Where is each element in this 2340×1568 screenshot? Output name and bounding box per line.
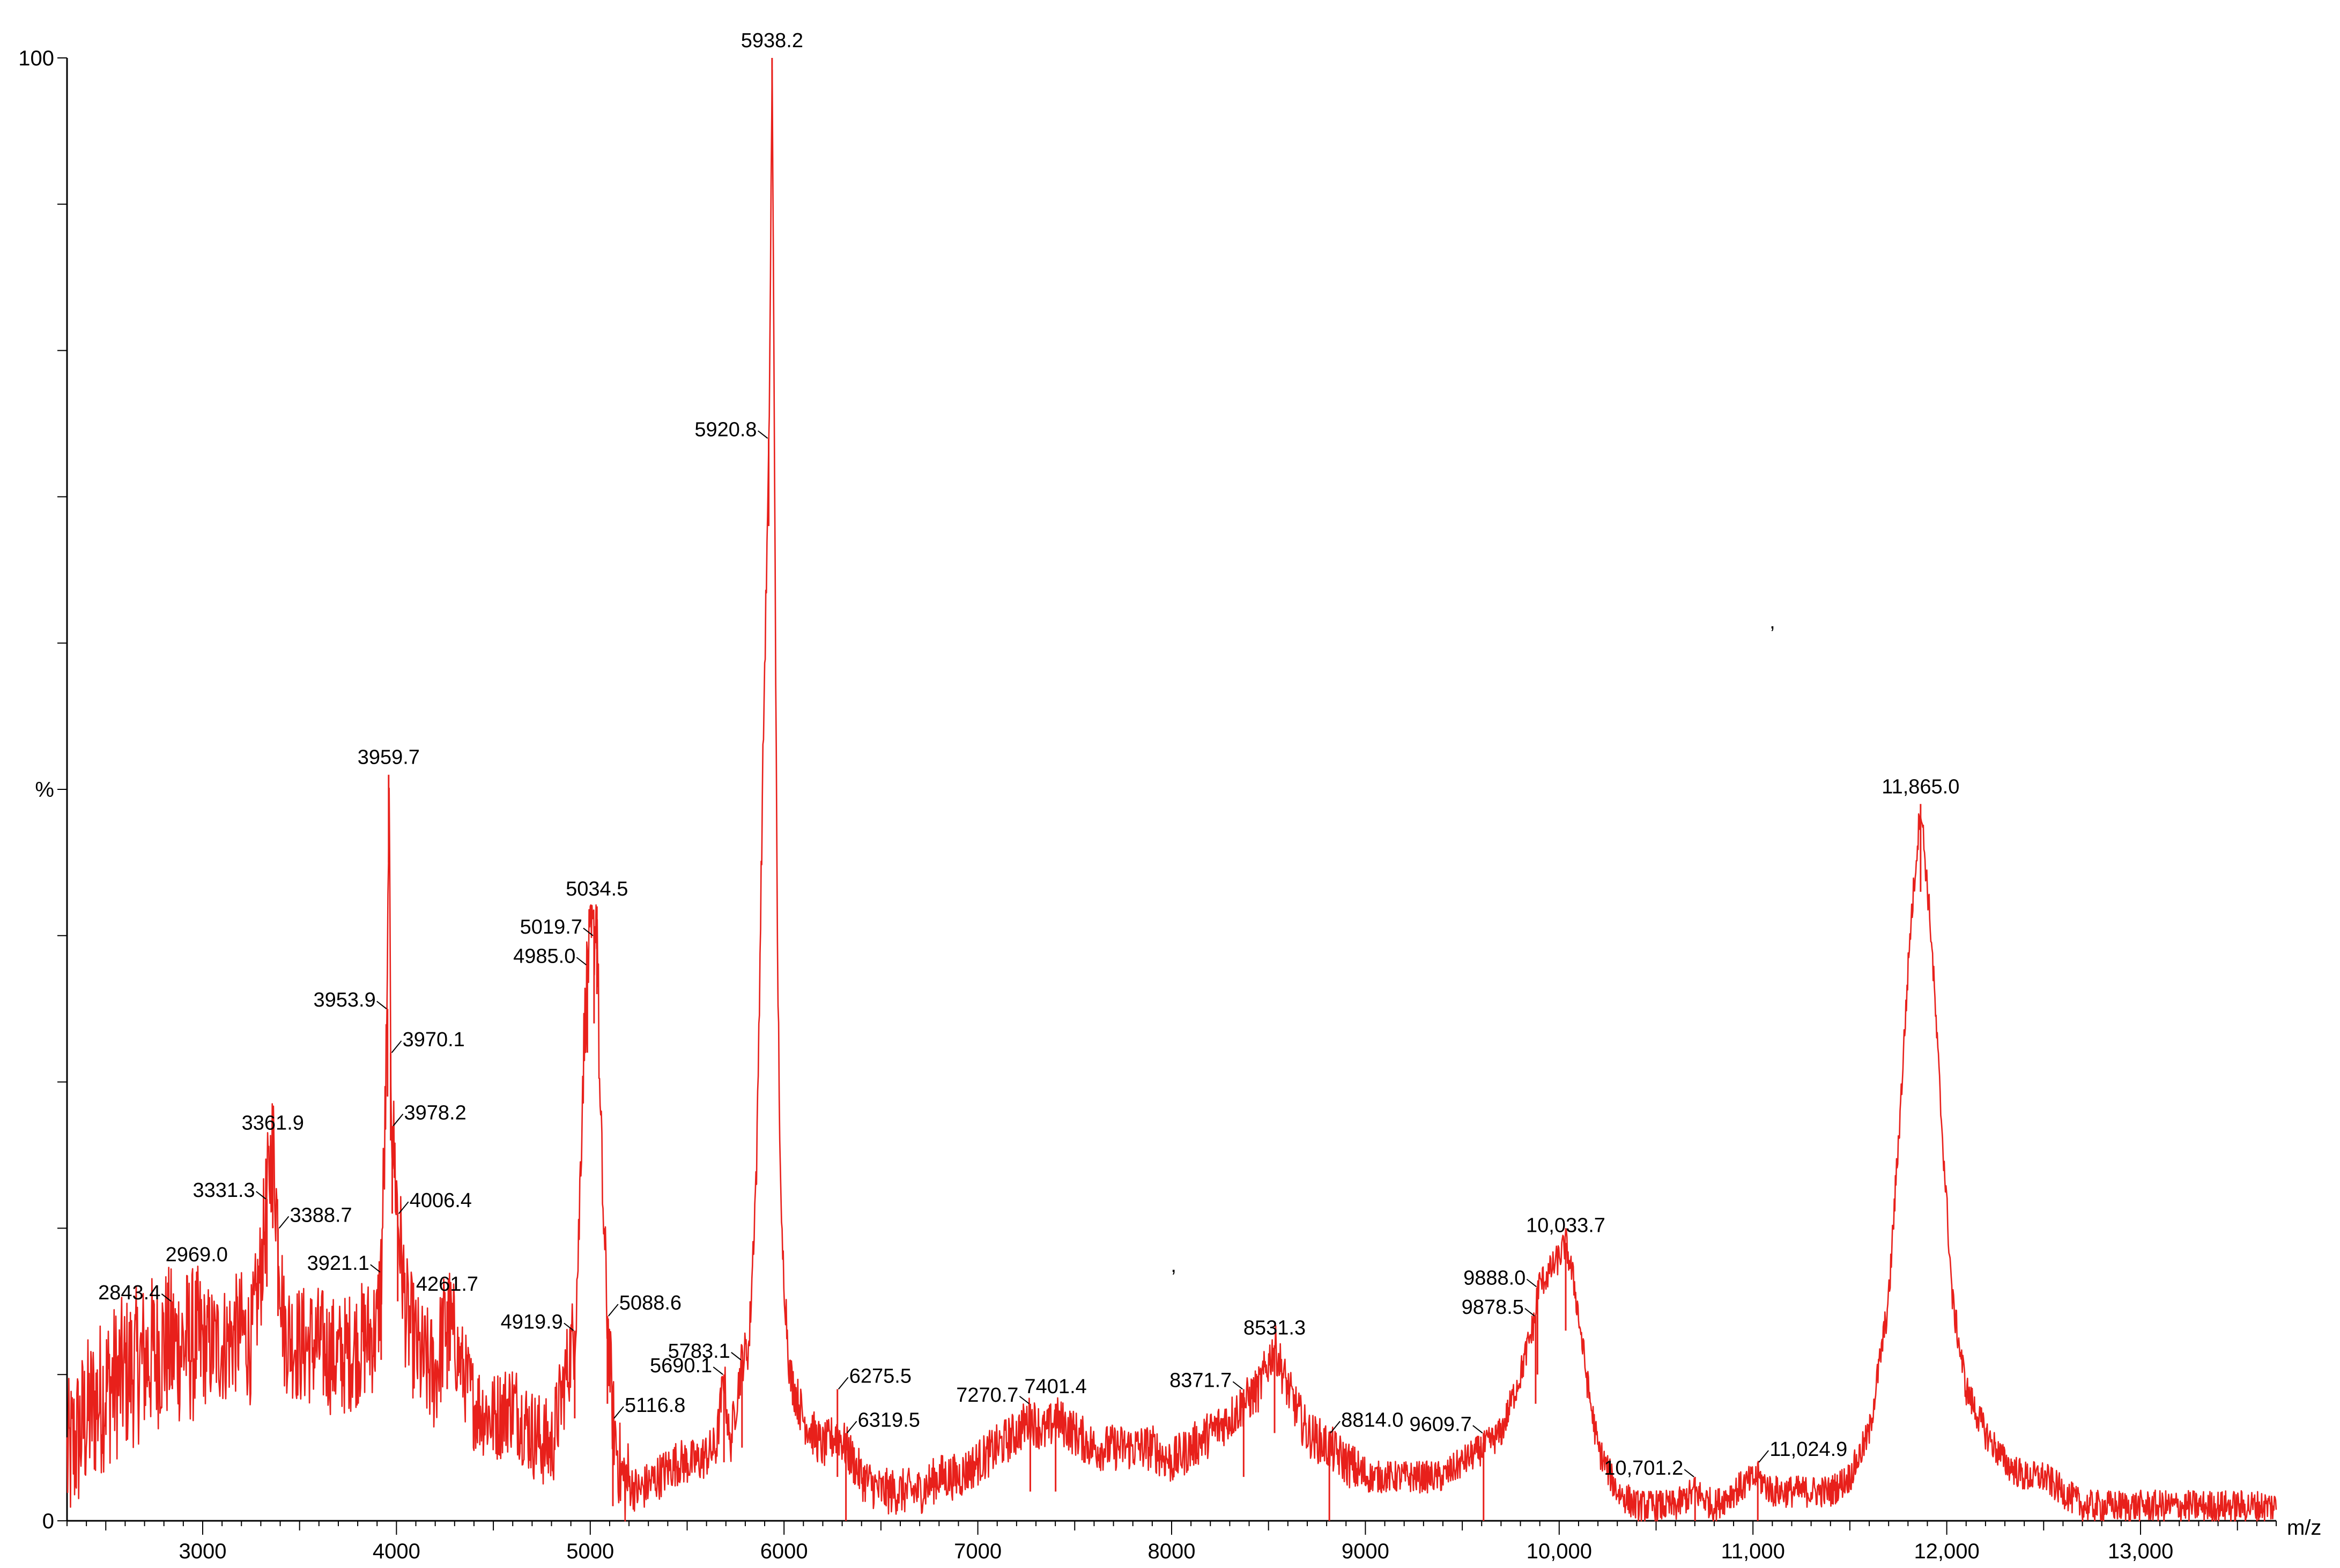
spectrum-line <box>66 69 2277 1522</box>
peak-leader-line <box>1524 1308 1535 1316</box>
peak-label: 5034.5 <box>566 878 628 900</box>
peak-label: 2969.0 <box>166 1244 228 1266</box>
peak-label: 5088.6 <box>619 1292 682 1314</box>
y-tick-label: 0 <box>42 1510 54 1533</box>
x-tick-label: 7000 <box>954 1540 1002 1563</box>
peak-label: 8371.7 <box>1169 1369 1232 1392</box>
peak-leader-line <box>564 1322 574 1332</box>
peak-leader-line <box>1526 1278 1537 1288</box>
peak-label: 5938.2 <box>741 29 803 52</box>
peak-label: 3953.9 <box>313 989 375 1011</box>
peak-label: 5690.1 <box>650 1355 712 1377</box>
peak-leader-line <box>161 1293 172 1302</box>
peak-label: 3361.9 <box>242 1112 304 1135</box>
peak-leader-line <box>391 1040 402 1053</box>
x-tick-label: 8000 <box>1148 1540 1196 1563</box>
peak-leader-line <box>846 1421 857 1433</box>
stray-mark: , <box>1171 1254 1176 1277</box>
peak-label: 4919.9 <box>501 1311 563 1333</box>
peak-leader-line <box>1684 1469 1694 1477</box>
peak-label: 7270.7 <box>956 1384 1018 1407</box>
peak-leader-line <box>1019 1395 1030 1404</box>
peak-leader-line <box>838 1377 849 1390</box>
peak-leader-line <box>376 1001 387 1009</box>
peak-label: 9888.0 <box>1463 1267 1526 1290</box>
peak-label: 8814.0 <box>1341 1409 1403 1431</box>
peak-leader-line <box>393 1113 404 1127</box>
peak-leader-line <box>576 957 587 966</box>
peak-annotations: 5938.2 5920.8 3959.7 11,865.0 5034.5 5019.7 49… <box>98 29 1959 1480</box>
peak-leader-line <box>713 1366 723 1375</box>
peak-leader-line <box>1758 1450 1769 1463</box>
x-tick-label: 11,000 <box>1721 1540 1785 1563</box>
x-tick-label: 12,000 <box>1914 1540 1979 1563</box>
peak-leader-line <box>1330 1421 1341 1433</box>
peak-label: 2843.4 <box>98 1282 160 1304</box>
peak-label: 8531.3 <box>1243 1317 1306 1340</box>
peak-label: 3921.1 <box>307 1252 369 1275</box>
y-tick-label: 100 <box>18 47 54 70</box>
x-tick-label: 13,000 <box>2108 1540 2173 1563</box>
peak-label: 9878.5 <box>1462 1296 1524 1319</box>
peak-label: 10,701.2 <box>1604 1457 1683 1480</box>
peak-leader-line <box>613 1406 624 1419</box>
peak-label: 9609.7 <box>1410 1413 1472 1436</box>
peak-label: 3388.7 <box>290 1204 352 1226</box>
peak-label: 3331.3 <box>192 1179 255 1202</box>
y-tick-label: % <box>35 778 54 802</box>
peak-leader-line <box>757 430 768 439</box>
peak-leader-line <box>1472 1425 1483 1434</box>
peak-label: 5116.8 <box>625 1394 685 1417</box>
x-tick-label: 10,000 <box>1527 1540 1592 1563</box>
peak-label: 5783.1 <box>668 1340 730 1363</box>
peak-label: 5019.7 <box>520 916 582 938</box>
peak-label: 3978.2 <box>404 1101 466 1124</box>
peak-label: 11,865.0 <box>1882 775 1959 798</box>
peak-label: 11,024.9 <box>1769 1438 1847 1461</box>
peak-label: 7401.4 <box>1025 1375 1087 1398</box>
spectrum-series <box>66 58 2277 1522</box>
x-tick-label: 5000 <box>566 1540 614 1563</box>
peak-label: 3970.1 <box>403 1029 465 1051</box>
peak-label: 3959.7 <box>358 746 420 769</box>
x-tick-label: 4000 <box>373 1540 420 1563</box>
peak-label: 5920.8 <box>694 418 757 441</box>
peak-label: 6275.5 <box>849 1365 912 1387</box>
peak-leader-line <box>608 1304 619 1316</box>
peak-leader-line <box>370 1264 381 1273</box>
x-tick-label: 9000 <box>1342 1540 1389 1563</box>
peak-leader-line <box>398 1201 409 1214</box>
peak-label: 4985.0 <box>513 945 575 967</box>
peak-label: 6319.5 <box>858 1409 920 1431</box>
tick-marks: 3000 4000 5000 6000 7000 8000 9000 10,000 11,000… <box>18 47 2277 1563</box>
peak-label: 10,033.7 <box>1526 1215 1605 1237</box>
peak-leader-line <box>731 1352 742 1360</box>
peak-leader-line <box>256 1191 266 1200</box>
stray-mark: , <box>1769 611 1775 633</box>
peak-label: 4006.4 <box>410 1189 472 1212</box>
peak-leader-line <box>583 928 594 936</box>
peak-leader-line <box>278 1216 290 1229</box>
x-tick-label: 6000 <box>760 1540 808 1563</box>
peak-leader-line <box>1232 1381 1243 1390</box>
x-tick-label: 3000 <box>179 1540 226 1563</box>
peak-label: 4261.7 <box>416 1273 478 1296</box>
x-axis-label: m/z <box>2287 1516 2321 1540</box>
